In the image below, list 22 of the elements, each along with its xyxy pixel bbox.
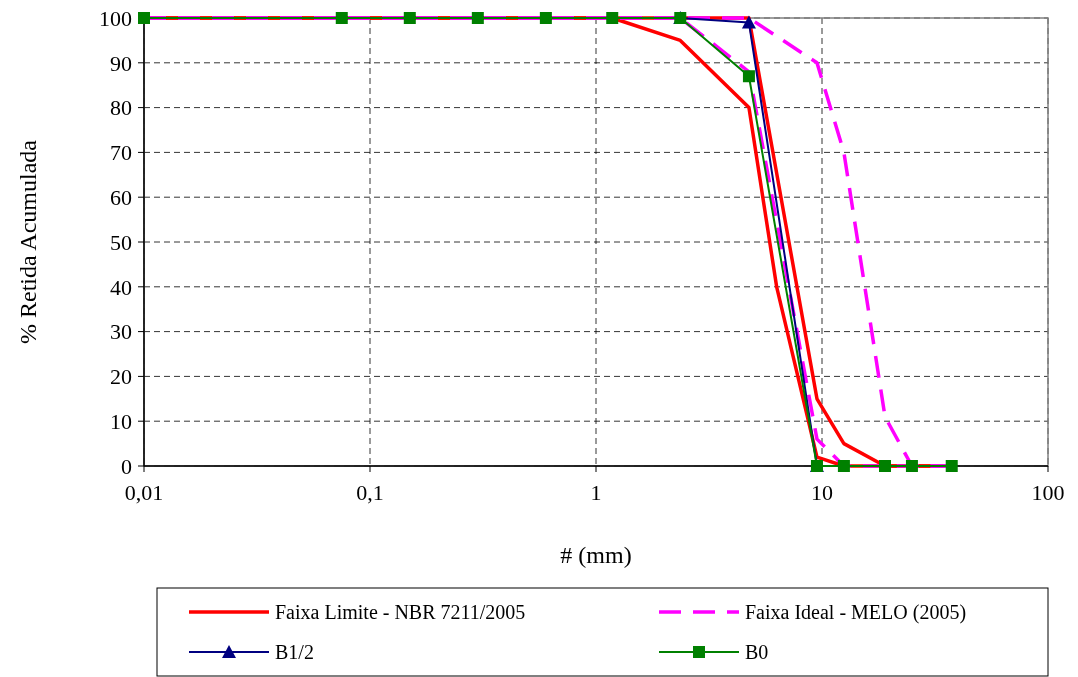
x-tick-label: 100 bbox=[1031, 480, 1065, 505]
y-tick-label: 30 bbox=[110, 319, 132, 345]
legend-label: Faixa Limite - NBR 7211/2005 bbox=[275, 601, 526, 623]
y-tick-label: 40 bbox=[110, 274, 132, 300]
y-tick-label: 100 bbox=[99, 5, 132, 31]
y-tick-label: 70 bbox=[110, 140, 132, 166]
y-axis-title: % Retida Acumulada bbox=[15, 139, 41, 344]
legend-label: Faixa Ideal - MELO (2005) bbox=[745, 601, 967, 624]
y-tick-label: 80 bbox=[110, 95, 132, 121]
x-tick-label: 1 bbox=[590, 480, 602, 505]
y-tick-label: 60 bbox=[110, 184, 132, 210]
x-axis-title: # (mm) bbox=[560, 542, 632, 568]
x-tick-label: 0,1 bbox=[356, 480, 384, 505]
legend-label: B0 bbox=[745, 641, 769, 663]
y-tick-label: 10 bbox=[110, 408, 132, 434]
y-tick-label: 50 bbox=[110, 229, 132, 255]
x-tick-label: 10 bbox=[811, 480, 833, 505]
y-tick-label: 90 bbox=[110, 50, 132, 76]
y-tick-label: 20 bbox=[110, 364, 132, 390]
x-tick-label: 0,01 bbox=[124, 480, 164, 505]
legend-label: B1/2 bbox=[275, 641, 314, 663]
y-tick-label: 0 bbox=[121, 453, 132, 479]
